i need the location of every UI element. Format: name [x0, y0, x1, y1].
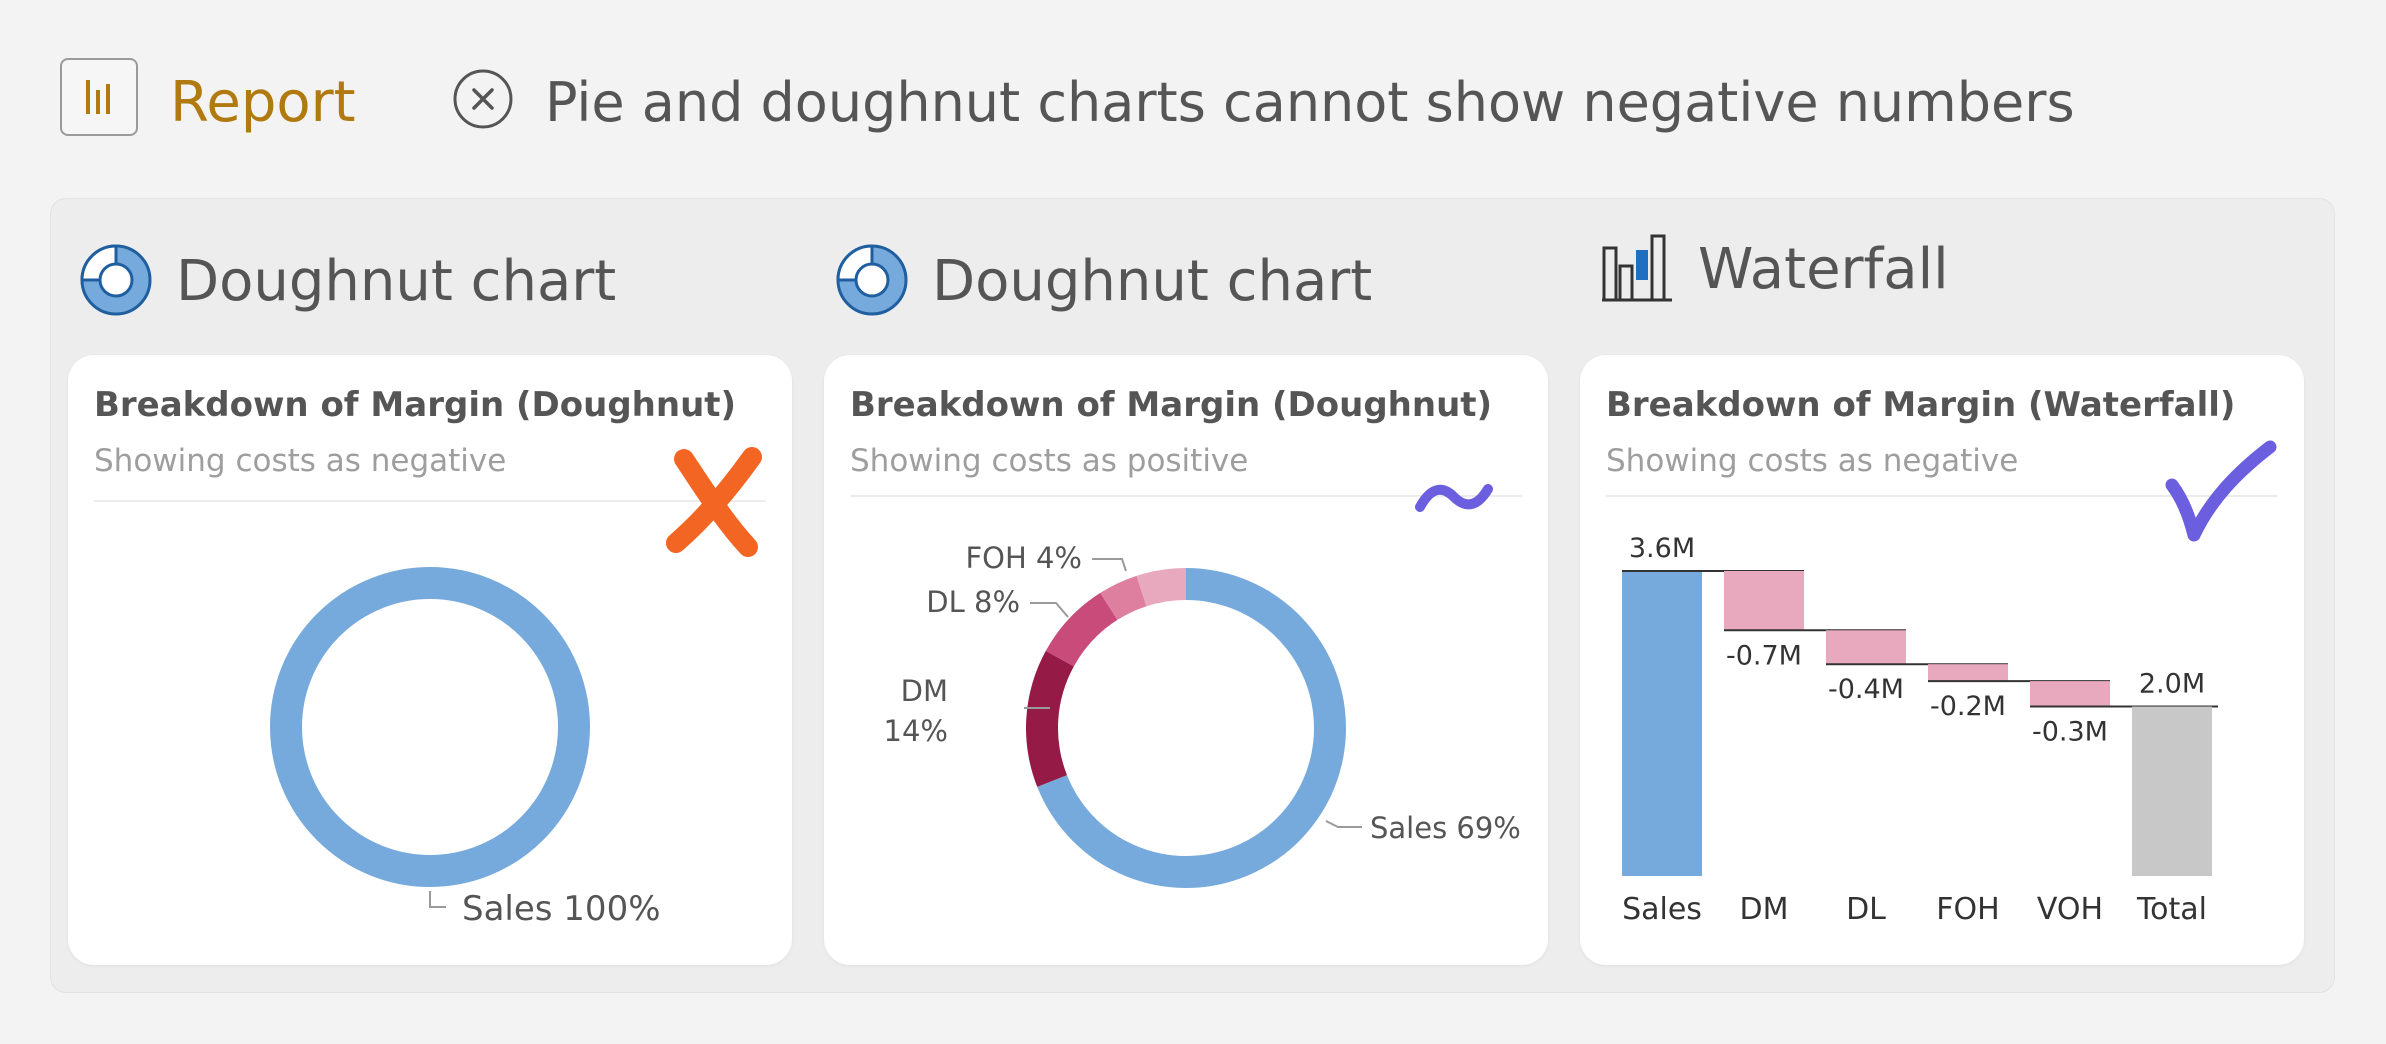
cross-mark-icon: [666, 447, 762, 557]
bar-chart-icon[interactable]: [60, 58, 138, 136]
card-title: Breakdown of Margin (Doughnut): [94, 385, 737, 425]
chart-card-2: Breakdown of Margin (Doughnut) Showing c…: [824, 355, 1548, 965]
doughnut-segment-foh: [1100, 575, 1147, 620]
card-divider: [850, 495, 1522, 497]
leader-line-foh: [1092, 558, 1127, 572]
waterfall-chart: 3.6M Sales -0.7M DM -0.4M DL -0.2M FOH -0.3M VOH 2…: [1622, 533, 2218, 927]
doughnut-chart-icon: [78, 242, 154, 318]
data-label-leader-line: [429, 891, 446, 908]
data-label-dl: -0.4M: [1828, 674, 1904, 705]
waterfall-bar-total: [2132, 706, 2212, 876]
tilde-mark-icon: [1415, 484, 1493, 512]
doughnut-chart: Sales 100%: [270, 567, 661, 929]
column-heading-text: Waterfall: [1698, 237, 1949, 302]
doughnut-segment-dm: [1026, 650, 1074, 787]
doughnut-chart-icon: [834, 242, 910, 318]
column-heading-text: Doughnut chart: [176, 249, 617, 314]
waterfall-bar-voh: [2030, 681, 2110, 707]
data-label-sales: 3.6M: [1629, 533, 1695, 564]
doughnut-segment-dl: [1045, 592, 1118, 667]
report-label[interactable]: Report: [170, 70, 356, 135]
card-subtitle: Showing costs as negative: [1606, 443, 2019, 479]
data-label-foh: FOH 4%: [965, 541, 1082, 575]
data-label-dm: -0.7M: [1726, 640, 1802, 671]
chart-card-1: Breakdown of Margin (Doughnut) Showing c…: [68, 355, 792, 965]
waterfall-chart-icon: [1600, 230, 1676, 306]
waterfall-bar-foh: [1928, 664, 2008, 682]
doughnut-chart: Sales 69% DM 14% DL 8% FOH 4%: [884, 541, 1521, 888]
data-label-dl: DL 8%: [926, 585, 1020, 619]
leader-line-dl: [1030, 602, 1069, 618]
waterfall-bar-dm: [1724, 571, 1804, 631]
data-label-foh: -0.2M: [1930, 691, 2006, 722]
x-tick-label-foh: FOH: [1936, 892, 1999, 927]
waterfall-bar-sales: [1622, 571, 1702, 876]
card-divider: [1606, 495, 2278, 497]
close-circle-icon: [452, 68, 514, 130]
x-tick-label-voh: VOH: [2037, 892, 2103, 927]
x-tick-label-dm: DM: [1740, 892, 1789, 927]
card-title: Breakdown of Margin (Doughnut): [850, 385, 1493, 425]
leader-line-sales: [1325, 820, 1362, 828]
doughnut-segment-voh: [1136, 568, 1186, 607]
data-label-sales: Sales 69%: [1370, 811, 1521, 845]
header-bar: Report Pie and doughnut charts cannot sh…: [0, 0, 2386, 190]
column-heading-text: Doughnut chart: [932, 249, 1373, 314]
x-tick-label-sales: Sales: [1622, 892, 1702, 927]
doughnut-segment-sales: [270, 567, 590, 887]
check-mark-icon: [2165, 440, 2277, 542]
data-label-total: 2.0M: [2139, 669, 2205, 700]
card-subtitle: Showing costs as positive: [850, 443, 1249, 479]
data-label-voh: -0.3M: [2032, 717, 2108, 748]
data-label-dm: DM: [901, 674, 948, 708]
card-subtitle: Showing costs as negative: [94, 443, 507, 479]
card-title: Breakdown of Margin (Waterfall): [1606, 385, 2236, 425]
x-tick-label-dl: DL: [1846, 892, 1886, 927]
data-label-dm-percent: 14%: [884, 714, 948, 748]
card-divider: [94, 500, 766, 502]
waterfall-bar-dl: [1826, 630, 1906, 665]
x-tick-label-total: Total: [2136, 892, 2207, 927]
error-message: Pie and doughnut charts cannot show nega…: [545, 71, 2075, 134]
data-label-sales: Sales 100%: [462, 889, 661, 929]
chart-card-3: Breakdown of Margin (Waterfall) Showing …: [1580, 355, 2304, 965]
